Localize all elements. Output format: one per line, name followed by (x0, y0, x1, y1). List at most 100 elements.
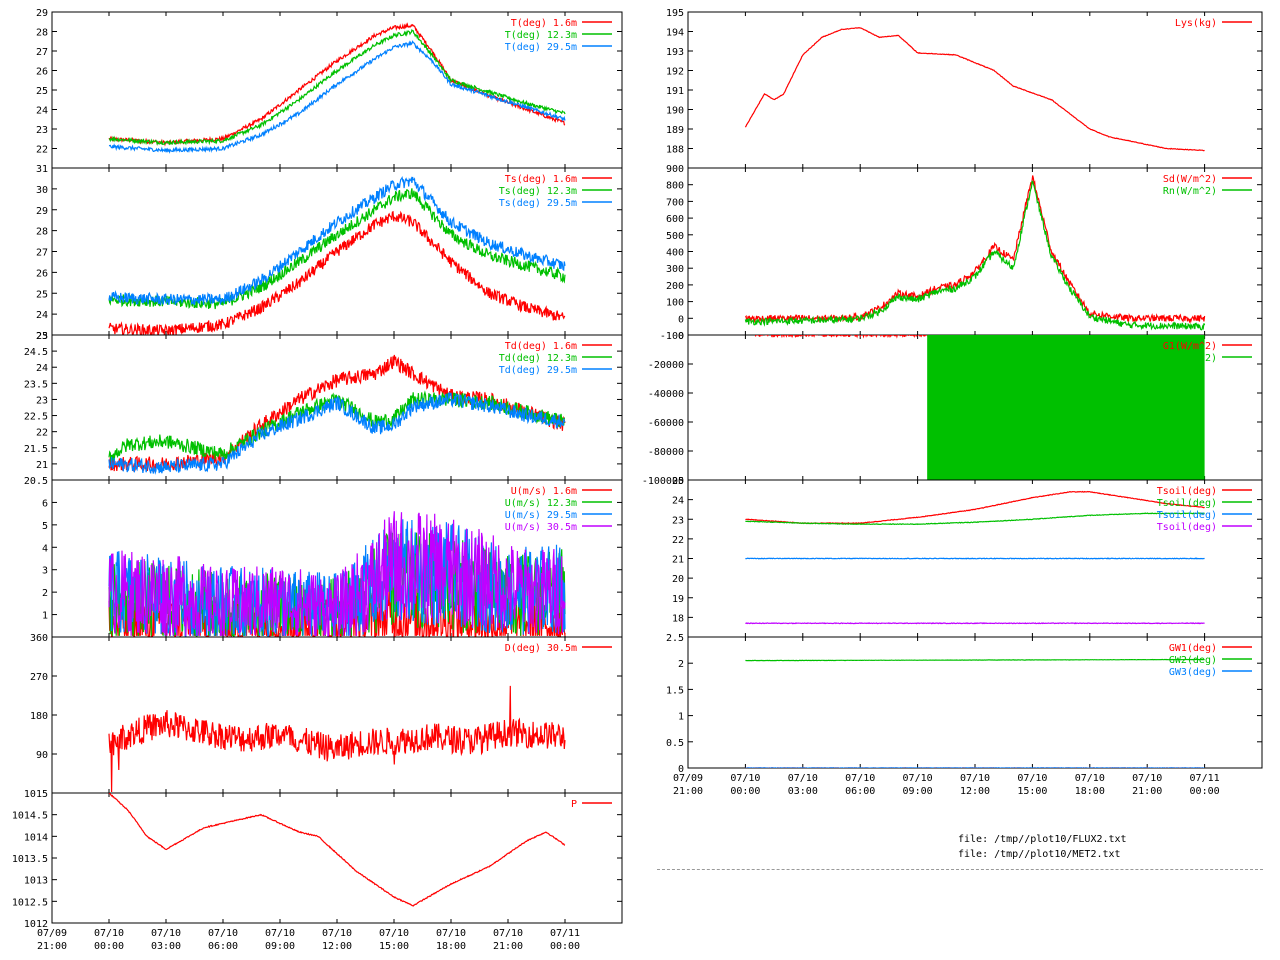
series-line-9-2 (745, 557, 1205, 560)
series-line-3-3 (108, 511, 566, 637)
x-tick-label-time: 09:00 (903, 786, 933, 797)
y-tick-label: 180 (30, 711, 48, 722)
y-tick-label: 20 (672, 574, 684, 585)
x-tick-label-date: 07/10 (436, 928, 466, 939)
x-tick-label-date: 07/10 (845, 773, 875, 784)
series-line-2-2 (108, 391, 566, 475)
y-tick-label: 800 (666, 181, 684, 192)
y-tick-label: 23 (36, 125, 48, 136)
y-tick-label: 2.5 (666, 633, 684, 644)
x-tick-label-date: 07/10 (265, 928, 295, 939)
series-line-1-0 (108, 210, 566, 335)
y-tick-label: 700 (666, 197, 684, 208)
y-tick-label: 22 (672, 535, 684, 546)
x-tick-label-time: 03:00 (788, 786, 818, 797)
series-line-0-2 (108, 40, 566, 154)
file-line-met: file: /tmp//plot10/MET2.txt (958, 849, 1121, 860)
y-tick-label: 1015 (24, 789, 48, 800)
y-tick-label: 195 (666, 8, 684, 19)
y-tick-label: -100000 (642, 476, 684, 487)
legend-label: Tsoil(deg) (1157, 498, 1217, 509)
y-tick-label: 28 (36, 28, 48, 39)
x-tick-label-time: 03:00 (151, 941, 181, 952)
y-tick-label: 300 (666, 264, 684, 275)
y-tick-label: 19 (672, 594, 684, 605)
y-tick-label: 1012 (24, 919, 48, 930)
legend-label: GW1(deg) (1169, 643, 1217, 654)
series-line-1-2 (108, 176, 566, 306)
y-tick-label: 29 (36, 8, 48, 19)
legend-label: Td(deg) 1.6m (505, 341, 577, 352)
band-series-8-1 (927, 335, 1205, 480)
legend-label: T(deg) 1.6m (511, 18, 577, 29)
y-tick-label: 189 (666, 125, 684, 136)
legend-label: Ts(deg) 12.3m (499, 186, 577, 197)
y-tick-label: 24 (36, 106, 48, 117)
x-tick-label-date: 07/10 (322, 928, 352, 939)
y-tick-label: 22 (36, 428, 48, 439)
y-tick-label: 191 (666, 86, 684, 97)
y-tick-label: 5 (42, 521, 48, 532)
y-tick-label: 28 (36, 227, 48, 238)
y-tick-label: 22 (36, 145, 48, 156)
x-tick-label-time: 21:00 (37, 941, 67, 952)
y-tick-label: 25 (36, 86, 48, 97)
y-tick-label: 4 (42, 543, 48, 554)
legend-label: Ts(deg) 1.6m (505, 174, 577, 185)
y-tick-label: 26 (36, 67, 48, 78)
y-tick-label: 26 (36, 268, 48, 279)
series-line-9-1 (745, 512, 1205, 526)
x-tick-label-time: 15:00 (379, 941, 409, 952)
series-line-10-1 (745, 658, 1205, 662)
y-tick-label: 24.5 (24, 347, 48, 358)
x-tick-label-date: 07/11 (1190, 773, 1220, 784)
x-tick-label-date: 07/10 (960, 773, 990, 784)
y-tick-label: 1 (42, 611, 48, 622)
legend-label: Td(deg) 29.5m (499, 365, 577, 376)
y-tick-label: 190 (666, 106, 684, 117)
series-line-6-0 (744, 27, 1205, 152)
y-tick-label: 192 (666, 67, 684, 78)
y-tick-label: 400 (666, 248, 684, 259)
x-tick-label-date: 07/10 (1132, 773, 1162, 784)
legend-label: Rn(W/m^2) (1163, 186, 1217, 197)
y-tick-label: 30 (36, 185, 48, 196)
y-tick-label: 90 (36, 750, 48, 761)
plot-frame-5 (51, 792, 623, 924)
y-tick-label: 360 (30, 633, 48, 644)
legend-label: Td(deg) 12.3m (499, 353, 577, 364)
y-tick-label: 20.5 (24, 476, 48, 487)
x-tick-label-time: 18:00 (1075, 786, 1105, 797)
y-tick-label: 23 (672, 515, 684, 526)
x-tick-label-time: 12:00 (322, 941, 352, 952)
y-tick-label: 194 (666, 28, 684, 39)
y-tick-label: 18 (672, 613, 684, 624)
y-tick-label: 23 (36, 331, 48, 342)
series-line-9-3 (745, 622, 1205, 625)
y-tick-label: 31 (36, 164, 48, 175)
y-tick-label: 0.5 (666, 738, 684, 749)
legend-label: P (571, 799, 577, 810)
legend-label: T(deg) 12.3m (505, 30, 577, 41)
y-tick-label: -20000 (648, 360, 684, 371)
x-tick-label-date: 07/10 (788, 773, 818, 784)
y-tick-label: -80000 (648, 447, 684, 458)
y-tick-label: 900 (666, 164, 684, 175)
y-tick-label: 0 (678, 314, 684, 325)
x-tick-label-time: 00:00 (730, 786, 760, 797)
y-tick-label: 25 (36, 331, 48, 342)
y-tick-label: 600 (666, 214, 684, 225)
x-tick-label-time: 06:00 (845, 786, 875, 797)
x-tick-label-date: 07/10 (493, 928, 523, 939)
y-tick-label: 1013 (24, 876, 48, 887)
y-tick-label: 188 (666, 145, 684, 156)
y-tick-label: 500 (666, 231, 684, 242)
series-line-7-0 (744, 175, 1206, 324)
y-tick-label: 1014.5 (12, 811, 48, 822)
y-tick-label: 29 (36, 206, 48, 217)
x-tick-label-date: 07/10 (379, 928, 409, 939)
series-line-4-0 (108, 685, 566, 793)
y-tick-label: -60000 (648, 418, 684, 429)
x-tick-label-date: 07/10 (151, 928, 181, 939)
x-tick-label-time: 00:00 (94, 941, 124, 952)
